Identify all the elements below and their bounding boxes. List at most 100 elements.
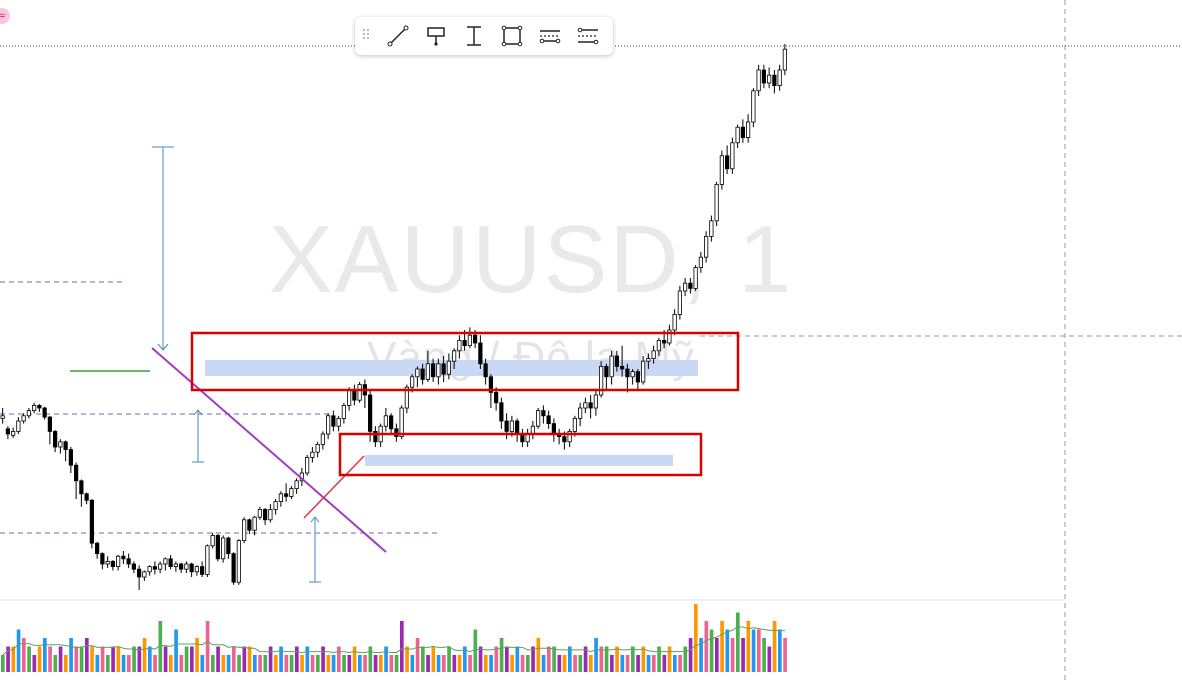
volume-bar (184, 646, 189, 672)
volume-bar (253, 655, 257, 672)
volume-bar (589, 655, 593, 672)
candle-body (572, 417, 577, 432)
candle-body (11, 430, 16, 436)
volume-ma-line (2, 626, 785, 656)
candle (210, 532, 215, 549)
rectangle-button[interactable] (493, 19, 531, 53)
candle (236, 539, 241, 585)
alert-badge-icon[interactable]: ≈ (0, 8, 10, 24)
volume-bar (158, 621, 163, 672)
anchored-text-button[interactable] (417, 19, 455, 53)
candle-body (515, 420, 520, 435)
volume-bar (688, 638, 693, 672)
candle-body (662, 339, 667, 344)
volume-bar (394, 655, 399, 672)
candle (614, 350, 619, 372)
candle-body (179, 563, 184, 570)
candle (446, 353, 451, 380)
volume-bar (526, 655, 530, 672)
volume-bar (284, 655, 289, 672)
volume-bar (211, 655, 215, 672)
candle-body (635, 371, 640, 383)
volume-bar (410, 655, 415, 672)
candle-body (58, 441, 63, 448)
candle (457, 335, 462, 359)
fib-levels-button[interactable] (569, 19, 607, 53)
candle-body (215, 535, 220, 560)
volume-bar (751, 629, 756, 672)
candle (205, 544, 210, 577)
candle-body (462, 339, 467, 346)
candle-body (777, 69, 782, 86)
trend-line-descending (151, 347, 387, 553)
volume-bars (1, 604, 787, 672)
candle-body (173, 563, 178, 567)
volume-bar (384, 646, 388, 672)
volume-bar (578, 655, 583, 672)
volume-bar (95, 655, 100, 672)
candle (179, 562, 184, 574)
volume-bar (484, 655, 488, 672)
trend-line-button[interactable] (379, 19, 417, 53)
measure-tool-mid (192, 409, 204, 463)
candle-body (200, 566, 205, 575)
volume-bar (631, 646, 635, 672)
candle-body (656, 339, 661, 352)
volume-bar (205, 621, 210, 672)
parallel-channel-button[interactable] (531, 19, 569, 53)
volume-bar (468, 655, 472, 672)
candle (536, 408, 541, 429)
volume-bar (573, 655, 577, 672)
candle-body (0, 415, 5, 419)
price-range-icon (467, 26, 481, 46)
candle (100, 552, 105, 570)
volume-bar (32, 655, 37, 672)
candle (110, 560, 115, 571)
candle-body (341, 404, 346, 419)
drawing-toolbar[interactable]: ⠿ (355, 17, 613, 55)
candle-body (567, 430, 572, 443)
candle-body (294, 480, 299, 489)
candle-body (226, 537, 231, 555)
candle-body (651, 350, 656, 359)
volume-bar (583, 646, 588, 672)
candle-body (278, 493, 283, 502)
candle (677, 285, 682, 320)
candle-body (599, 365, 604, 396)
candle-body (158, 563, 163, 570)
candle (320, 431, 325, 450)
candle (131, 561, 136, 574)
parallel-channel-icon (539, 30, 561, 44)
volume-bar (85, 638, 89, 672)
candle (546, 410, 551, 429)
candle-body (331, 415, 336, 427)
candle (683, 278, 688, 297)
candle-body (394, 428, 399, 437)
candle (273, 499, 278, 515)
volume-bar (11, 646, 16, 672)
candle (163, 557, 168, 571)
candle-body (546, 415, 551, 424)
candle-body (415, 368, 420, 378)
volume-bar (316, 655, 320, 672)
price-range-button[interactable] (455, 19, 493, 53)
candle (767, 67, 772, 89)
candle (231, 552, 236, 585)
volume-bar (279, 646, 283, 672)
volume-bar (69, 638, 73, 672)
candle-body (368, 394, 373, 432)
candle-body (100, 553, 105, 565)
candle-body (68, 449, 73, 466)
candle (121, 551, 126, 564)
candle (341, 402, 346, 424)
candle-body (782, 48, 787, 71)
candle (761, 64, 766, 89)
drag-handle-icon[interactable]: ⠿ (360, 28, 372, 44)
candle (68, 447, 73, 473)
candle-body (63, 441, 68, 450)
candle-body (32, 404, 37, 411)
volume-bar (604, 646, 609, 672)
candle-body (336, 417, 341, 427)
volume-bar (667, 646, 672, 672)
